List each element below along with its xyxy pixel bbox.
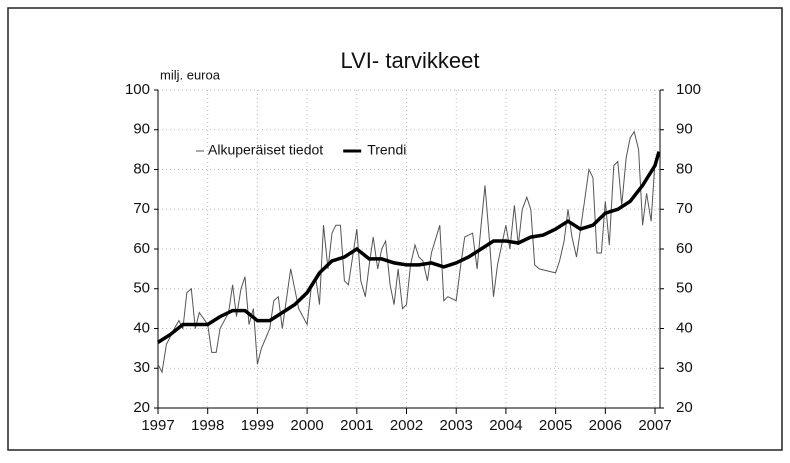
series-line [157, 151, 661, 344]
x-tick-label: 2004 [489, 417, 522, 434]
series-line [157, 130, 656, 374]
y-tick-label: 40 [133, 319, 150, 336]
frame [7, 7, 783, 451]
chart-title: LVI- tarvikkeet [341, 48, 480, 73]
y-tick-label: 20 [133, 399, 150, 416]
y2-tick-label: 20 [676, 399, 693, 416]
y-tick-label: 60 [133, 240, 150, 257]
y2-tick-label: 70 [676, 200, 693, 217]
x-tick-label: 2000 [290, 417, 323, 434]
y2-tick-label: 80 [676, 160, 693, 177]
y-tick-label: 100 [125, 81, 150, 98]
x-tick-label: 2005 [539, 417, 572, 434]
y-tick-label: 30 [133, 359, 150, 376]
y-tick-label: 70 [133, 200, 150, 217]
x-tick-label: 1998 [191, 417, 224, 434]
y2-tick-label: 100 [676, 81, 701, 98]
x-tick-label: 2002 [390, 417, 423, 434]
x-tick-label: 2003 [440, 417, 473, 434]
y2-tick-label: 50 [676, 280, 693, 297]
x-tick-label: 2006 [589, 417, 622, 434]
x-tick-label: 1999 [241, 417, 274, 434]
y-tick-label: 50 [133, 280, 150, 297]
y-axis-label: milj. euroa [160, 67, 221, 82]
y2-tick-label: 30 [676, 359, 693, 376]
x-tick-label: 2007 [638, 417, 671, 434]
y2-tick-label: 40 [676, 319, 693, 336]
legend-label: Alkuperäiset tiedot [208, 142, 323, 158]
y2-tick-label: 90 [676, 121, 693, 138]
x-tick-label: 2001 [340, 417, 373, 434]
y-tick-label: 90 [133, 121, 150, 138]
y2-tick-label: 60 [676, 240, 693, 257]
y-tick-label: 80 [133, 160, 150, 177]
legend-label: Trendi [367, 142, 406, 158]
x-tick-label: 1997 [141, 417, 174, 434]
